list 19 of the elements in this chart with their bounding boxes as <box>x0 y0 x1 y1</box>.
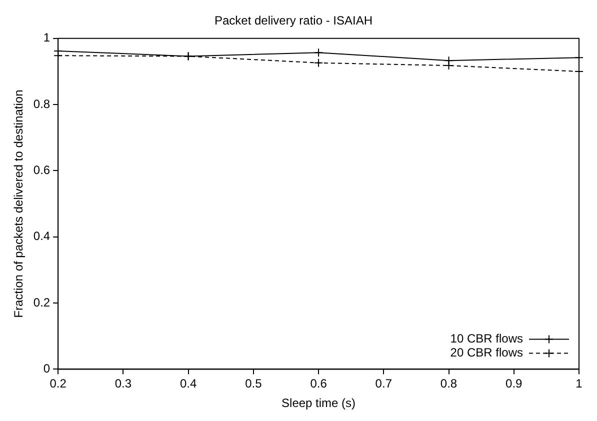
legend-label: 20 CBR flows <box>450 346 523 360</box>
x-tick-label: 0.8 <box>440 376 458 391</box>
legend-label: 10 CBR flows <box>450 332 523 346</box>
x-tick-label: 0.3 <box>114 376 132 391</box>
x-tick-label: 0.7 <box>375 376 392 391</box>
y-tick-label: 0.8 <box>33 96 50 111</box>
chart-title: Packet delivery ratio - ISAIAH <box>214 14 373 28</box>
x-tick-label: 0.5 <box>245 376 262 391</box>
x-tick-label: 1 <box>576 376 583 391</box>
y-tick-label: 0.4 <box>33 229 50 244</box>
y-tick-label: 0.2 <box>33 295 50 310</box>
y-tick-label: 1 <box>43 30 50 45</box>
x-tick-label: 0.6 <box>310 376 328 391</box>
y-tick-label: 0 <box>43 362 50 376</box>
x-tick-label: 0.9 <box>506 376 523 391</box>
y-axis-title: Fraction of packets delivered to destination <box>12 90 26 318</box>
x-axis-title: Sleep time (s) <box>282 396 356 410</box>
y-tick-label: 0.6 <box>33 163 50 178</box>
x-tick-label: 0.4 <box>180 376 197 391</box>
